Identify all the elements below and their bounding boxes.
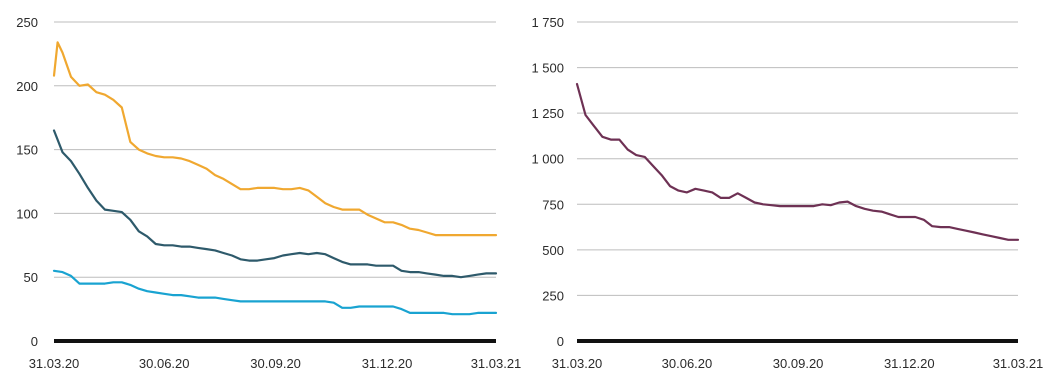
y-tick-label: 1 750 (531, 15, 564, 30)
x-tick-label: 31.03.21 (471, 356, 522, 371)
x-tick-label: 31.03.20 (552, 356, 603, 371)
y-tick-label: 250 (16, 15, 38, 30)
series-line-0 (575, 82, 1020, 241)
y-tick-label: 0 (31, 334, 38, 349)
left-line-chart: 0 50 100 150 200 250 31.03.20 30.06.20 30.09.20 3… (16, 15, 521, 371)
y-tick-label: 100 (16, 206, 38, 221)
x-tick-label: 30.06.20 (139, 356, 190, 371)
series-line-2 (52, 269, 498, 316)
y-tick-label: 500 (542, 243, 564, 258)
y-tick-label: 750 (542, 197, 564, 212)
y-tick-label: 0 (557, 334, 564, 349)
series-line-0 (52, 41, 498, 237)
x-tick-label: 31.12.20 (362, 356, 413, 371)
x-tick-label: 31.03.21 (993, 356, 1043, 371)
y-tick-label: 1 500 (531, 61, 564, 76)
y-tick-label: 1 250 (531, 106, 564, 121)
y-tick-label: 150 (16, 143, 38, 158)
x-tick-label: 30.06.20 (662, 356, 713, 371)
series-line-1 (52, 129, 498, 279)
y-tick-label: 250 (542, 288, 564, 303)
x-tick-label: 31.03.20 (29, 356, 80, 371)
x-tick-label: 30.09.20 (250, 356, 301, 371)
x-tick-label: 31.12.20 (884, 356, 935, 371)
y-tick-label: 50 (24, 270, 38, 285)
x-tick-label: 30.09.20 (773, 356, 824, 371)
y-tick-label: 1 000 (531, 152, 564, 167)
y-tick-label: 200 (16, 79, 38, 94)
right-line-chart: 0 250 500 750 1 000 1 250 1 500 1 750 31.03.20 30… (531, 15, 1043, 371)
